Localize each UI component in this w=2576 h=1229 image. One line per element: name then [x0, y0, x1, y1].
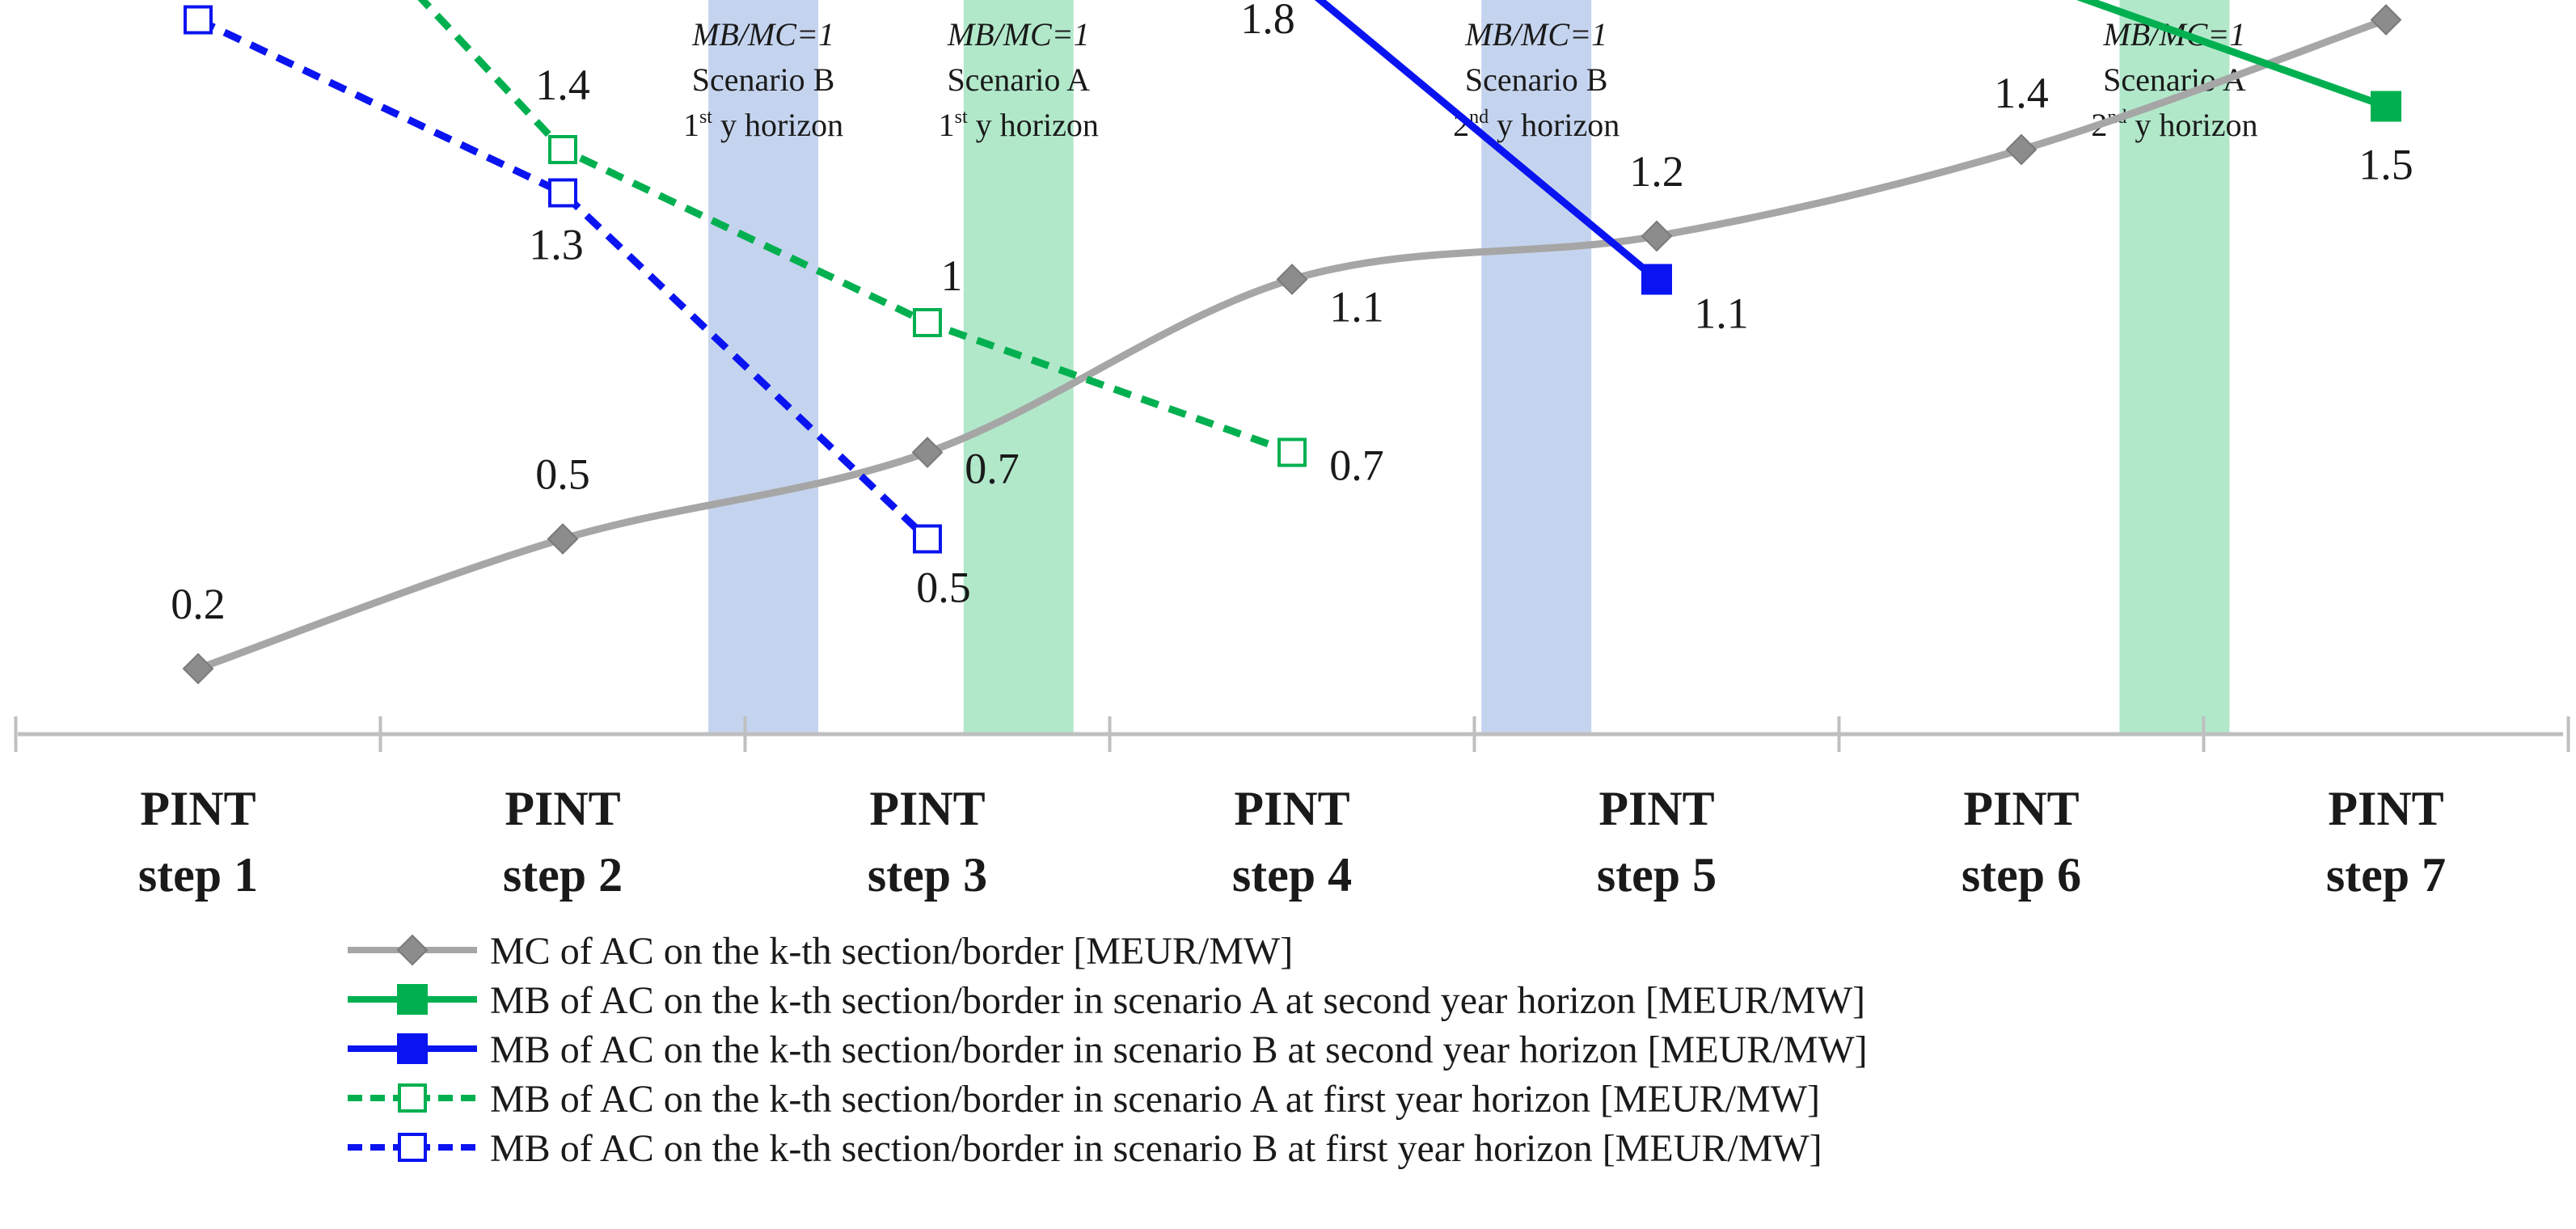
- series-1-marker-2: [547, 523, 579, 555]
- annotation-ratio-1: MB/MC=1: [691, 16, 834, 53]
- series-markers: [182, 4, 2402, 685]
- data-label: 0.5: [535, 450, 590, 499]
- series-1-marker-6: [2005, 133, 2038, 166]
- series-4-marker-4: [1277, 437, 1307, 467]
- series-line-1: [196, 16, 2388, 673]
- data-label: 1.2: [1629, 147, 1684, 196]
- legend-label-5: MB of AC on the k-th section/border in s…: [490, 1127, 1822, 1170]
- series-2-marker-7: [2371, 91, 2401, 122]
- data-label: 1.4: [1994, 69, 2049, 117]
- data-label: 0.7: [1329, 441, 1384, 490]
- annotation-texts: MB/MC=1 Scenario B 1st y horizon MB/MC=1 Sce…: [683, 16, 2258, 143]
- annotation-band-2: [963, 0, 1074, 734]
- annotation-band-1: [708, 0, 819, 734]
- series-line-2: [2076, 0, 2388, 110]
- data-label: 1.5: [2359, 141, 2413, 189]
- legend-marker-4: [398, 1083, 427, 1113]
- category-labels: PINT step 1 PINT step 2 PINT step 3 PINT step 4…: [138, 782, 2446, 902]
- legend-marker-5: [398, 1133, 427, 1162]
- legend-marker-2: [397, 984, 428, 1015]
- legend-label-4: MB of AC on the k-th section/border in s…: [490, 1078, 1820, 1121]
- data-label: 0.7: [965, 445, 1020, 493]
- series-1-marker-3: [911, 437, 944, 468]
- annotation-bands: [708, 0, 2230, 734]
- legend-label-2: MB of AC on the k-th section/border in s…: [490, 979, 1865, 1022]
- series-1-marker-4: [1276, 264, 1308, 295]
- data-label: 1.4: [535, 61, 590, 109]
- annotation-horizon-4: 2nd y horizon: [2091, 107, 2257, 143]
- series-lines: [196, 0, 2388, 673]
- legend-marker-1: [396, 934, 429, 966]
- legend: MC of AC on the k-th section/border [MEU…: [348, 930, 1868, 1170]
- category-label-2: PINT step 2: [503, 782, 623, 902]
- category-label-5: PINT step 5: [1597, 782, 1717, 902]
- series-1-marker-5: [1641, 220, 1673, 252]
- data-label: 1.3: [529, 221, 584, 269]
- data-label: 0.5: [916, 564, 971, 612]
- category-label-7: PINT step 7: [2326, 782, 2446, 902]
- legend-label-1: MC of AC on the k-th section/border [MEU…: [490, 930, 1293, 973]
- data-label: 1: [941, 251, 963, 300]
- category-label-4: PINT step 4: [1232, 782, 1352, 902]
- category-label-1: PINT step 1: [138, 782, 258, 902]
- annotation-scenario-1: Scenario B: [692, 61, 835, 98]
- series-4-marker-2: [548, 135, 577, 164]
- annotation-ratio-3: MB/MC=1: [1464, 16, 1607, 53]
- series-5-marker-1: [184, 5, 213, 35]
- series-1-marker-1: [182, 653, 214, 685]
- annotation-horizon-2: 1st y horizon: [939, 107, 1099, 143]
- annotation-scenario-3: Scenario B: [1465, 61, 1608, 98]
- series-5-marker-2: [548, 178, 577, 208]
- series-5-marker-3: [913, 524, 942, 554]
- annotation-ratio-2: MB/MC=1: [947, 16, 1090, 53]
- legend-marker-3: [397, 1033, 428, 1064]
- category-label-3: PINT step 3: [868, 782, 987, 902]
- x-axis: [14, 716, 2570, 752]
- data-label: 0.2: [171, 580, 226, 628]
- annotation-scenario-2: Scenario A: [947, 61, 1090, 98]
- series-1-marker-7: [2370, 4, 2402, 36]
- data-label: 1.1: [1329, 283, 1384, 332]
- annotation-horizon-3: 2nd y horizon: [1453, 107, 1620, 143]
- series-3-marker-5: [1641, 264, 1672, 295]
- annotation-band-4: [2119, 0, 2230, 734]
- series-line-3: [1314, 0, 1659, 282]
- data-labels: 0.20.50.71.11.21.41.73.22.41.81.52.11.81…: [171, 0, 2413, 628]
- legend-label-3: MB of AC on the k-th section/border in s…: [490, 1028, 1868, 1071]
- series-line-5: [196, 16, 931, 542]
- category-label-6: PINT step 6: [1962, 782, 2081, 902]
- annotation-horizon-1: 1st y horizon: [683, 107, 843, 143]
- series-4-marker-3: [913, 308, 942, 337]
- data-label: 1.8: [1240, 0, 1295, 43]
- data-label: 1.1: [1694, 289, 1749, 338]
- annotation-band-3: [1481, 0, 1592, 734]
- series-line-4: [417, 0, 1294, 456]
